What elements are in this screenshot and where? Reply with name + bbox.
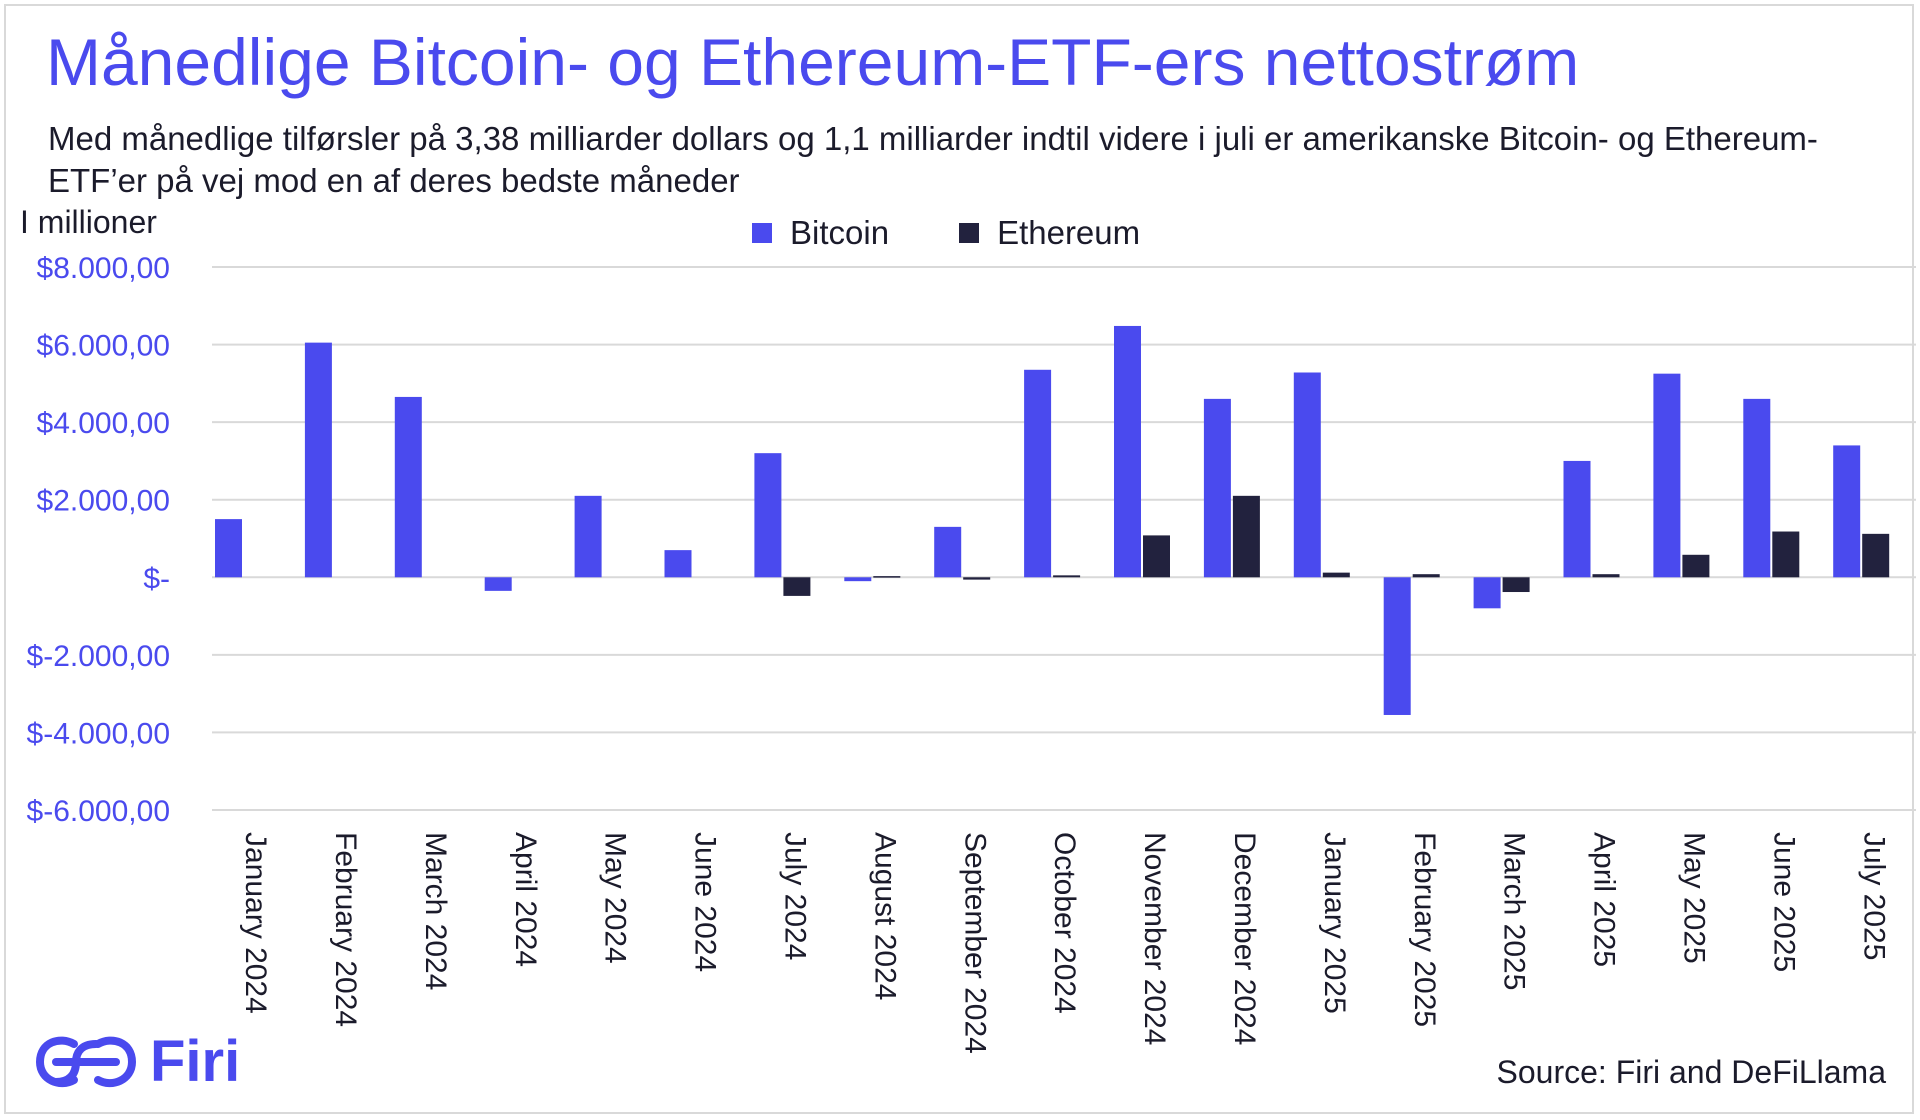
- bitcoin-bar: [394, 396, 422, 578]
- legend-label-bitcoin: Bitcoin: [790, 214, 890, 251]
- x-tick-label: February 2025: [1408, 832, 1441, 1027]
- ethereum-bar: [1682, 554, 1710, 578]
- bitcoin-bar: [304, 342, 332, 578]
- bitcoin-bar: [1473, 577, 1501, 609]
- bitcoin-bar: [664, 550, 692, 578]
- bitcoin-bar: [1024, 369, 1052, 578]
- bitcoin-bar: [1563, 460, 1591, 578]
- ethereum-bar: [963, 577, 991, 580]
- firi-logo-text: Firi: [150, 1029, 241, 1094]
- ethereum-bar: [783, 577, 811, 596]
- bitcoin-bar: [934, 526, 962, 578]
- firi-logo: Firi: [34, 1028, 240, 1095]
- bitcoin-bar: [1833, 445, 1861, 578]
- ethereum-bar: [1862, 533, 1890, 578]
- bitcoin-bar: [1383, 577, 1411, 715]
- legend-item-ethereum: Ethereum: [959, 214, 1140, 252]
- x-tick-label: February 2024: [329, 832, 362, 1027]
- x-tick-label: April 2025: [1588, 832, 1621, 967]
- y-axis-unit-label: I millioner: [20, 204, 157, 240]
- chart-frame: [4, 4, 1914, 1114]
- ethereum-bar: [1592, 574, 1620, 578]
- y-tick-label: $-6.000,00: [27, 795, 170, 828]
- ethereum-bar: [1232, 495, 1260, 578]
- x-tick-label: January 2024: [239, 832, 272, 1014]
- bitcoin-bar: [1203, 398, 1231, 578]
- bitcoin-bar: [574, 495, 602, 578]
- x-tick-label: June 2024: [689, 832, 722, 972]
- x-tick-label: October 2024: [1048, 832, 1081, 1014]
- x-tick-label: May 2025: [1677, 832, 1710, 964]
- legend-item-bitcoin: Bitcoin: [752, 214, 889, 252]
- x-tick-label: March 2025: [1498, 832, 1531, 990]
- ethereum-bar: [1412, 574, 1440, 578]
- y-tick-label: $4.000,00: [37, 407, 170, 440]
- x-tick-label: May 2024: [599, 832, 632, 964]
- bitcoin-bar: [754, 453, 782, 578]
- legend-label-ethereum: Ethereum: [997, 214, 1141, 251]
- y-tick-label: $8.000,00: [37, 252, 170, 285]
- bitcoin-bar: [484, 577, 512, 591]
- x-tick-label: September 2024: [958, 832, 991, 1054]
- ethereum-bar: [873, 576, 901, 578]
- y-tick-label: $2.000,00: [37, 485, 170, 518]
- bitcoin-bar: [844, 577, 872, 582]
- x-tick-label: April 2024: [509, 832, 542, 967]
- ethereum-bar: [1502, 577, 1530, 593]
- x-tick-label: January 2025: [1318, 832, 1351, 1014]
- y-tick-label: $-2.000,00: [27, 640, 170, 673]
- chart-subtitle: Med månedlige tilførsler på 3,38 milliar…: [48, 120, 1818, 199]
- y-tick-label: $6.000,00: [37, 330, 170, 363]
- x-tick-label: July 2025: [1857, 832, 1890, 960]
- y-tick-label: $-4.000,00: [27, 717, 170, 750]
- x-tick-label: July 2024: [778, 832, 811, 960]
- ethereum-bar: [1143, 535, 1170, 578]
- bitcoin-bar: [1743, 398, 1771, 578]
- x-tick-label: June 2025: [1767, 832, 1800, 972]
- x-tick-label: August 2024: [868, 832, 901, 1000]
- legend-swatch-ethereum: [959, 223, 980, 243]
- legend-swatch-bitcoin: [752, 223, 772, 243]
- ethereum-bar: [1322, 572, 1350, 578]
- y-tick-label: $-: [143, 562, 170, 595]
- x-tick-label: November 2024: [1138, 832, 1171, 1045]
- ethereum-bar: [1053, 575, 1081, 578]
- x-tick-label: March 2024: [419, 832, 452, 990]
- firi-logo-icon: [35, 1036, 137, 1087]
- ethereum-bar: [1772, 531, 1800, 578]
- bitcoin-bar: [1114, 325, 1141, 578]
- x-tick-label: December 2024: [1228, 832, 1261, 1045]
- bitcoin-bar: [1293, 372, 1321, 578]
- bitcoin-bar: [215, 519, 242, 578]
- source-note: Source: Firi and DeFiLlama: [1496, 1054, 1886, 1090]
- legend: Bitcoin Ethereum: [752, 214, 1210, 252]
- bitcoin-bar: [1653, 373, 1681, 578]
- chart-title: Månedlige Bitcoin- og Ethereum-ETF-ers n…: [46, 25, 1580, 99]
